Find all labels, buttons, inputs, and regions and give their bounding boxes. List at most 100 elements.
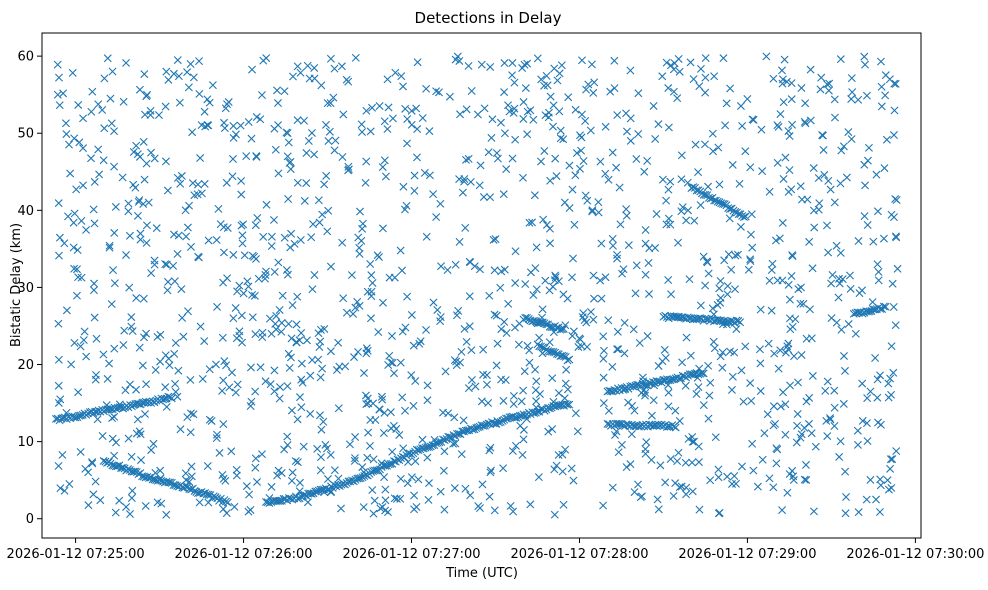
- detection-point: [608, 148, 617, 157]
- detection-point: [645, 244, 654, 253]
- detection-point: [387, 332, 396, 341]
- detection-point: [88, 458, 97, 467]
- detection-point: [396, 246, 405, 255]
- detection-point: [568, 331, 577, 340]
- track-point: [129, 467, 138, 476]
- detection-point: [135, 85, 144, 94]
- detection-point: [643, 332, 652, 341]
- detection-point: [762, 52, 771, 61]
- detection-point: [821, 386, 830, 395]
- detection-point: [262, 200, 271, 209]
- detection-point: [380, 408, 389, 417]
- detection-point: [771, 236, 780, 245]
- detection-point: [525, 346, 534, 355]
- detection-point: [544, 427, 553, 436]
- detection-point: [796, 182, 805, 191]
- detection-point: [614, 345, 623, 354]
- detection-point: [645, 289, 654, 298]
- detection-point: [643, 156, 652, 165]
- detection-point: [537, 75, 546, 84]
- detection-point: [684, 206, 693, 215]
- detection-point: [728, 160, 737, 169]
- detection-point: [688, 433, 697, 442]
- detection-point: [347, 271, 356, 280]
- detection-point: [75, 138, 84, 147]
- detection-point: [132, 141, 141, 150]
- detection-point: [746, 379, 755, 388]
- detection-point: [332, 366, 341, 375]
- detection-point: [716, 276, 725, 285]
- detection-point: [724, 250, 733, 259]
- detection-point: [546, 92, 555, 101]
- detection-point: [136, 229, 145, 238]
- detection-point: [350, 456, 359, 465]
- detection-point: [640, 391, 649, 400]
- detection-point: [701, 54, 710, 63]
- detection-point: [476, 161, 485, 170]
- detection-point: [350, 353, 359, 362]
- detection-point: [195, 57, 204, 66]
- detection-point: [282, 266, 291, 275]
- detection-point: [788, 252, 797, 261]
- detection-point: [274, 121, 283, 130]
- detection-point: [89, 490, 98, 499]
- detection-point: [664, 123, 673, 132]
- detection-point: [879, 234, 888, 243]
- detection-point: [519, 114, 528, 123]
- detection-point: [508, 447, 517, 456]
- detection-point: [715, 284, 724, 293]
- detection-point: [92, 334, 101, 343]
- detection-point: [66, 169, 75, 178]
- detection-point: [806, 65, 815, 74]
- detection-point: [162, 67, 171, 76]
- detection-point: [658, 72, 667, 81]
- detection-point: [184, 83, 193, 92]
- detection-point: [179, 332, 188, 341]
- detection-point: [297, 359, 306, 368]
- detection-point: [690, 216, 699, 225]
- detection-point: [476, 265, 484, 274]
- detection-point: [280, 233, 289, 242]
- detection-point: [369, 455, 378, 464]
- detection-point: [617, 440, 626, 449]
- detection-point: [74, 100, 83, 109]
- detection-point: [314, 329, 323, 338]
- detection-point: [501, 376, 510, 385]
- detection-point: [293, 415, 302, 424]
- detection-point: [183, 413, 192, 422]
- track-point: [716, 316, 725, 325]
- detection-point: [450, 484, 459, 493]
- detection-point: [874, 267, 883, 276]
- detection-point: [297, 403, 306, 412]
- detection-point: [814, 174, 823, 182]
- detection-point: [559, 135, 568, 144]
- detection-point: [286, 243, 295, 252]
- detection-point: [247, 134, 256, 143]
- detection-point: [58, 450, 67, 459]
- detection-point: [694, 383, 703, 392]
- detection-point: [828, 270, 837, 279]
- detection-point: [151, 366, 160, 375]
- detection-point: [134, 197, 143, 206]
- detection-point: [271, 145, 280, 154]
- detection-point: [560, 198, 569, 207]
- detection-point: [779, 98, 788, 107]
- detection-point: [571, 105, 580, 114]
- detection-point: [181, 469, 190, 478]
- detection-point: [111, 202, 120, 211]
- detection-point: [533, 54, 542, 63]
- detection-point: [413, 58, 422, 67]
- detection-point: [141, 502, 150, 510]
- detection-point: [876, 481, 885, 490]
- detection-point: [212, 236, 221, 245]
- detection-point: [860, 160, 869, 169]
- detection-point: [125, 283, 134, 292]
- detection-point: [622, 109, 631, 118]
- track-point: [542, 320, 551, 329]
- detection-point: [511, 135, 520, 144]
- detection-point: [822, 221, 831, 230]
- detection-point: [682, 483, 691, 492]
- detection-point: [120, 326, 129, 335]
- detection-point: [763, 410, 772, 419]
- detection-point: [732, 325, 741, 334]
